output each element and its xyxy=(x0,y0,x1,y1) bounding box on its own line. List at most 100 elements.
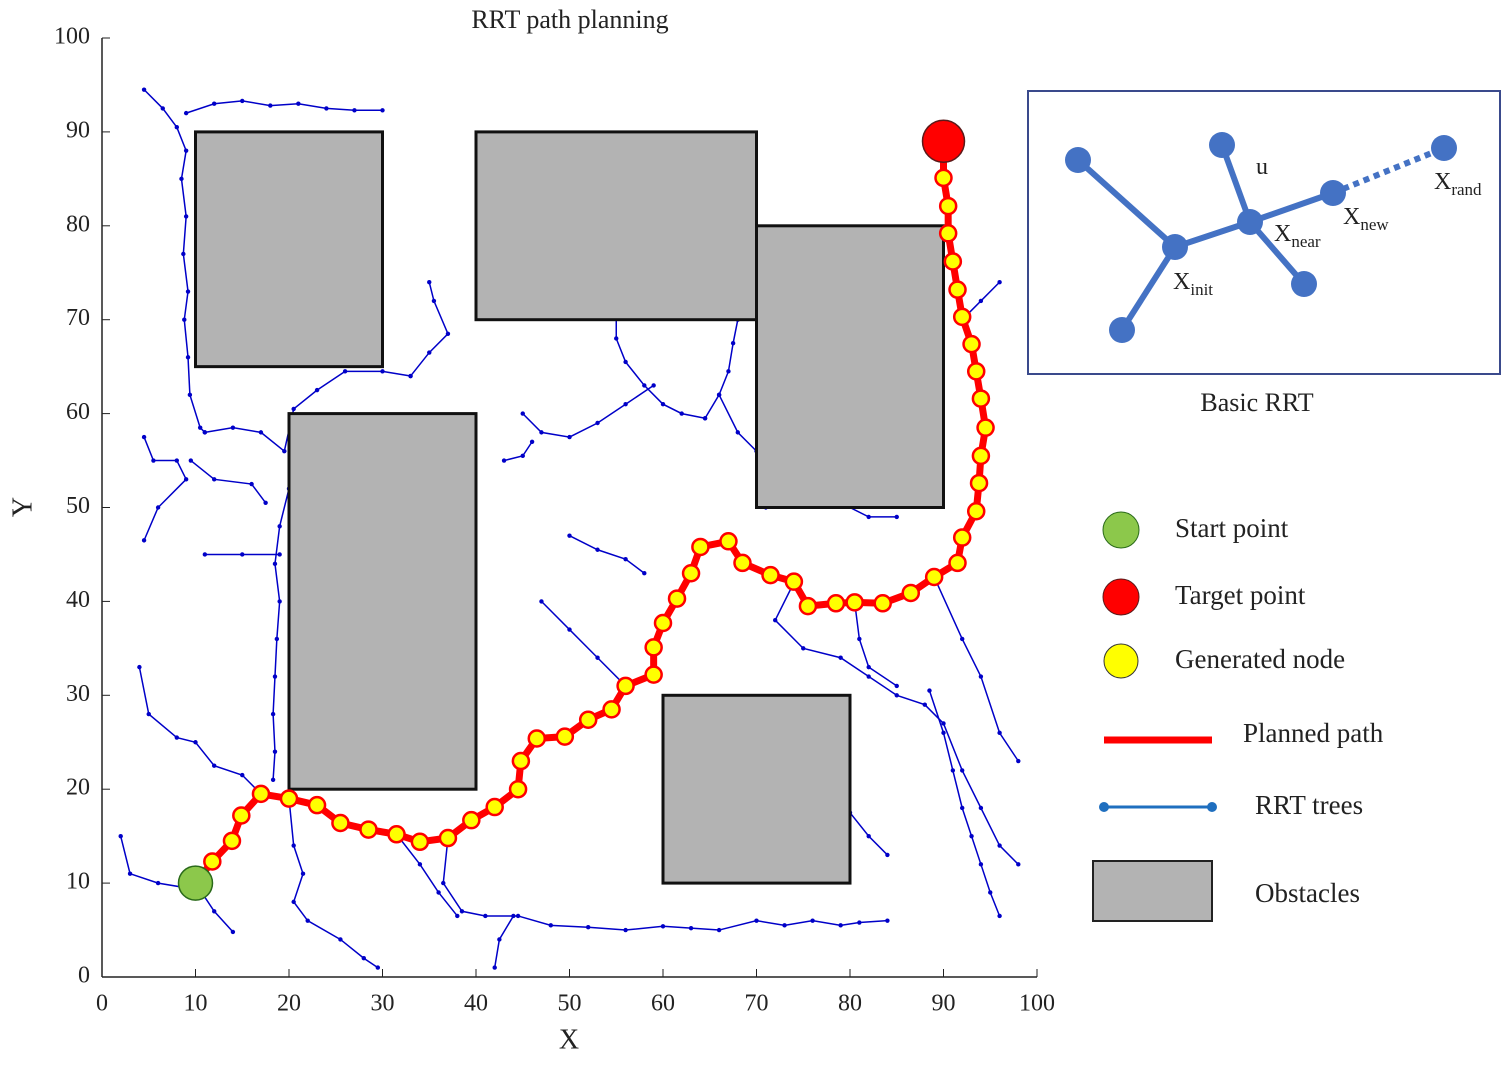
rrt-node xyxy=(197,425,203,430)
rrt-node xyxy=(240,552,245,557)
rrt-node xyxy=(202,430,208,435)
rrt-node xyxy=(174,125,179,130)
rrt-node xyxy=(185,289,191,294)
rrt-node xyxy=(380,108,385,113)
rrt-node xyxy=(969,833,974,839)
rrt-node xyxy=(141,87,147,92)
rrt-node xyxy=(270,777,276,783)
generated-node xyxy=(691,537,710,557)
rrt-node xyxy=(960,805,965,811)
rrt-node xyxy=(417,862,423,867)
rrt-node xyxy=(515,913,521,919)
rrt-node xyxy=(181,251,186,257)
rrt-node xyxy=(492,965,497,970)
rrt-node xyxy=(838,923,843,928)
generated-node xyxy=(784,572,804,591)
rrt-node xyxy=(282,448,287,454)
rrt-node xyxy=(270,711,276,717)
rrt-node xyxy=(978,298,984,304)
rrt-node xyxy=(445,331,451,336)
rrt-node xyxy=(567,627,572,632)
rrt-branch xyxy=(540,600,627,687)
obstacle xyxy=(474,130,758,322)
rrt-node xyxy=(188,458,194,463)
rrt-node xyxy=(212,477,217,482)
label-subscript: near xyxy=(1291,232,1321,251)
rrt-node xyxy=(1016,758,1021,764)
rrt-node xyxy=(595,420,600,426)
rrt-node xyxy=(810,918,815,923)
rrt-node xyxy=(782,923,787,928)
rrt-node xyxy=(240,98,245,104)
rrt-node xyxy=(894,514,899,520)
rrt-node xyxy=(623,556,628,562)
rrt-node xyxy=(160,106,165,111)
rrt-node xyxy=(361,956,366,961)
rrt-node xyxy=(754,918,759,923)
rrt-branch xyxy=(409,281,449,377)
rrt-node xyxy=(520,453,525,459)
generated-node xyxy=(359,820,378,839)
rrt-node xyxy=(922,702,927,707)
rrt-node xyxy=(155,880,161,886)
x-tick-label: 0 xyxy=(96,991,108,1017)
legend-label: Target point xyxy=(1175,580,1306,610)
rrt-node xyxy=(459,909,465,914)
rrt-node xyxy=(185,355,191,360)
rrt-node xyxy=(885,852,890,858)
rrt-node xyxy=(274,636,280,642)
x-tick-label: 100 xyxy=(1019,991,1055,1017)
x-tick-label: 60 xyxy=(651,991,675,1017)
rrt-node xyxy=(997,279,1002,285)
legend-label: Start point xyxy=(1175,513,1289,543)
generated-node xyxy=(845,593,864,612)
rrt-node xyxy=(230,425,236,430)
edge xyxy=(1075,157,1178,250)
generated-node xyxy=(578,710,598,729)
rrt-node xyxy=(978,674,984,679)
generated-node xyxy=(410,832,430,852)
rrt-node xyxy=(212,763,217,768)
generated-node xyxy=(971,446,991,466)
rrt-node xyxy=(183,214,189,219)
rrt-node xyxy=(1016,862,1021,867)
rrt-node xyxy=(894,693,899,698)
rrt-node xyxy=(272,674,278,679)
legend-label: RRT trees xyxy=(1255,790,1363,820)
rrt-branch xyxy=(143,436,188,541)
rrt-branch xyxy=(190,459,267,504)
generated-node xyxy=(952,528,972,547)
generated-node xyxy=(943,252,963,271)
y-tick-label: 10 xyxy=(66,869,90,895)
rrt-node xyxy=(441,880,446,886)
rrt-node xyxy=(978,862,984,867)
rrt-node xyxy=(623,402,628,407)
rrt-node xyxy=(520,411,525,416)
rrt-node xyxy=(427,279,432,285)
y-tick-label: 60 xyxy=(66,399,90,425)
legend-swatch xyxy=(1092,860,1213,922)
rrt-node xyxy=(155,505,161,510)
generated-node xyxy=(462,810,481,830)
rrt-node xyxy=(179,176,184,182)
generated-node xyxy=(938,196,958,216)
x-axis-label: X xyxy=(559,1024,579,1055)
y-tick-label: 70 xyxy=(66,305,90,331)
rrt-node xyxy=(885,918,890,923)
rrt-node xyxy=(679,411,684,416)
generated-node xyxy=(976,418,995,437)
y-tick-label: 50 xyxy=(66,493,90,519)
rrt-node xyxy=(291,406,296,412)
rrt-node xyxy=(137,664,142,670)
y-tick-label: 0 xyxy=(78,963,90,989)
inset-edges xyxy=(1075,143,1446,332)
obstacle xyxy=(194,130,384,369)
label-subscript: new xyxy=(1360,215,1389,234)
rrt-node xyxy=(567,533,572,538)
rrt-node xyxy=(141,538,147,543)
rrt-node xyxy=(497,937,502,942)
rrt-node xyxy=(296,101,301,106)
rrt-node xyxy=(660,402,666,407)
rrt-node xyxy=(941,721,946,726)
rrt-node xyxy=(595,655,600,660)
